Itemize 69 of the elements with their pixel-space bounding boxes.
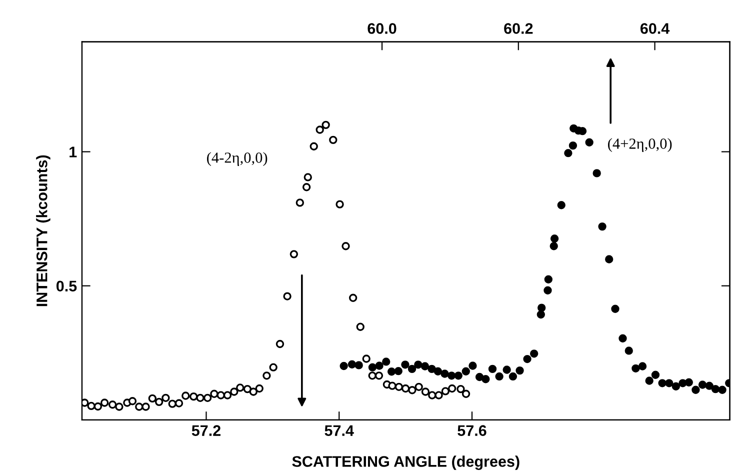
point xyxy=(283,292,292,300)
point xyxy=(174,399,184,408)
point xyxy=(94,402,102,411)
point xyxy=(401,384,410,393)
point xyxy=(329,136,338,144)
point xyxy=(148,394,157,403)
point xyxy=(414,382,423,392)
point xyxy=(87,402,96,410)
point xyxy=(182,392,190,400)
point xyxy=(448,384,456,393)
point xyxy=(362,354,370,363)
point xyxy=(290,250,298,258)
y-tick-label: 0.5 xyxy=(56,280,77,292)
point xyxy=(154,398,164,406)
point xyxy=(262,372,271,380)
y-axis-title: INTENSITY (kcounts) xyxy=(36,155,50,306)
point xyxy=(356,322,364,331)
point xyxy=(190,392,198,401)
point xyxy=(296,198,304,207)
x-tick-label: 57.6 xyxy=(458,425,486,436)
point xyxy=(142,402,150,411)
point xyxy=(100,398,109,407)
point xyxy=(441,387,450,396)
point xyxy=(304,173,312,182)
point xyxy=(434,391,443,400)
point xyxy=(408,386,416,394)
point xyxy=(302,183,311,192)
point xyxy=(82,398,89,407)
point xyxy=(196,394,204,402)
point xyxy=(128,397,137,406)
point xyxy=(388,382,396,390)
point xyxy=(316,126,324,134)
point xyxy=(310,142,318,150)
point xyxy=(108,400,117,409)
annotation: (4+2η,0,0) xyxy=(608,138,672,152)
point xyxy=(210,390,218,398)
point xyxy=(348,294,358,302)
annotation: (4-2η,0,0) xyxy=(207,152,268,166)
point xyxy=(269,363,278,372)
point xyxy=(428,391,436,400)
point xyxy=(421,388,430,396)
x2-tick-label: 60.0 xyxy=(368,23,396,34)
x2-tick-label: 60.2 xyxy=(504,23,533,34)
point xyxy=(203,394,212,402)
point xyxy=(276,340,284,348)
point xyxy=(223,391,232,400)
point xyxy=(236,384,244,392)
x-tick-label: 57.2 xyxy=(192,425,220,436)
point xyxy=(456,384,465,394)
point xyxy=(462,390,470,398)
point xyxy=(162,394,170,402)
point xyxy=(216,391,225,400)
point xyxy=(336,200,344,208)
point xyxy=(115,402,124,411)
point xyxy=(249,388,258,396)
x-axis-title: SCATTERING ANGLE (degrees) xyxy=(292,456,520,470)
point xyxy=(230,388,238,396)
point xyxy=(394,382,404,392)
point xyxy=(368,372,376,380)
point xyxy=(135,402,144,411)
point xyxy=(255,384,264,393)
y-tick-label: 1 xyxy=(70,146,77,158)
x-tick-label: 57.4 xyxy=(324,425,354,436)
point xyxy=(342,242,350,250)
point xyxy=(168,400,176,408)
point xyxy=(374,372,384,380)
point xyxy=(322,120,330,130)
point xyxy=(243,384,252,394)
x2-tick-label: 60.4 xyxy=(640,23,670,34)
